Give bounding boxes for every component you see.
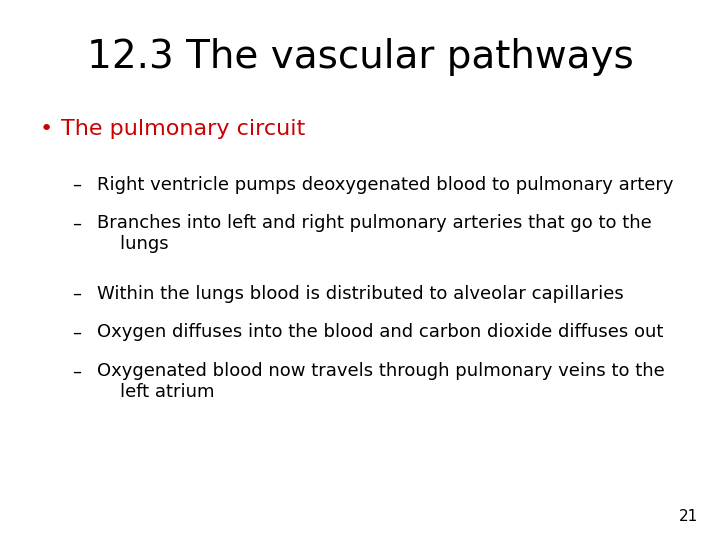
Text: –: – — [72, 362, 81, 380]
Text: Oxygenated blood now travels through pulmonary veins to the
    left atrium: Oxygenated blood now travels through pul… — [97, 362, 665, 401]
Text: 21: 21 — [679, 509, 698, 524]
Text: Oxygen diffuses into the blood and carbon dioxide diffuses out: Oxygen diffuses into the blood and carbo… — [97, 323, 664, 341]
Text: –: – — [72, 176, 81, 193]
Text: The pulmonary circuit: The pulmonary circuit — [61, 119, 305, 139]
Text: –: – — [72, 214, 81, 232]
Text: Within the lungs blood is distributed to alveolar capillaries: Within the lungs blood is distributed to… — [97, 285, 624, 302]
Text: 12.3 The vascular pathways: 12.3 The vascular pathways — [86, 38, 634, 76]
Text: –: – — [72, 285, 81, 302]
Text: Right ventricle pumps deoxygenated blood to pulmonary artery: Right ventricle pumps deoxygenated blood… — [97, 176, 674, 193]
Text: •: • — [40, 119, 53, 139]
Text: Branches into left and right pulmonary arteries that go to the
    lungs: Branches into left and right pulmonary a… — [97, 214, 652, 253]
Text: –: – — [72, 323, 81, 341]
